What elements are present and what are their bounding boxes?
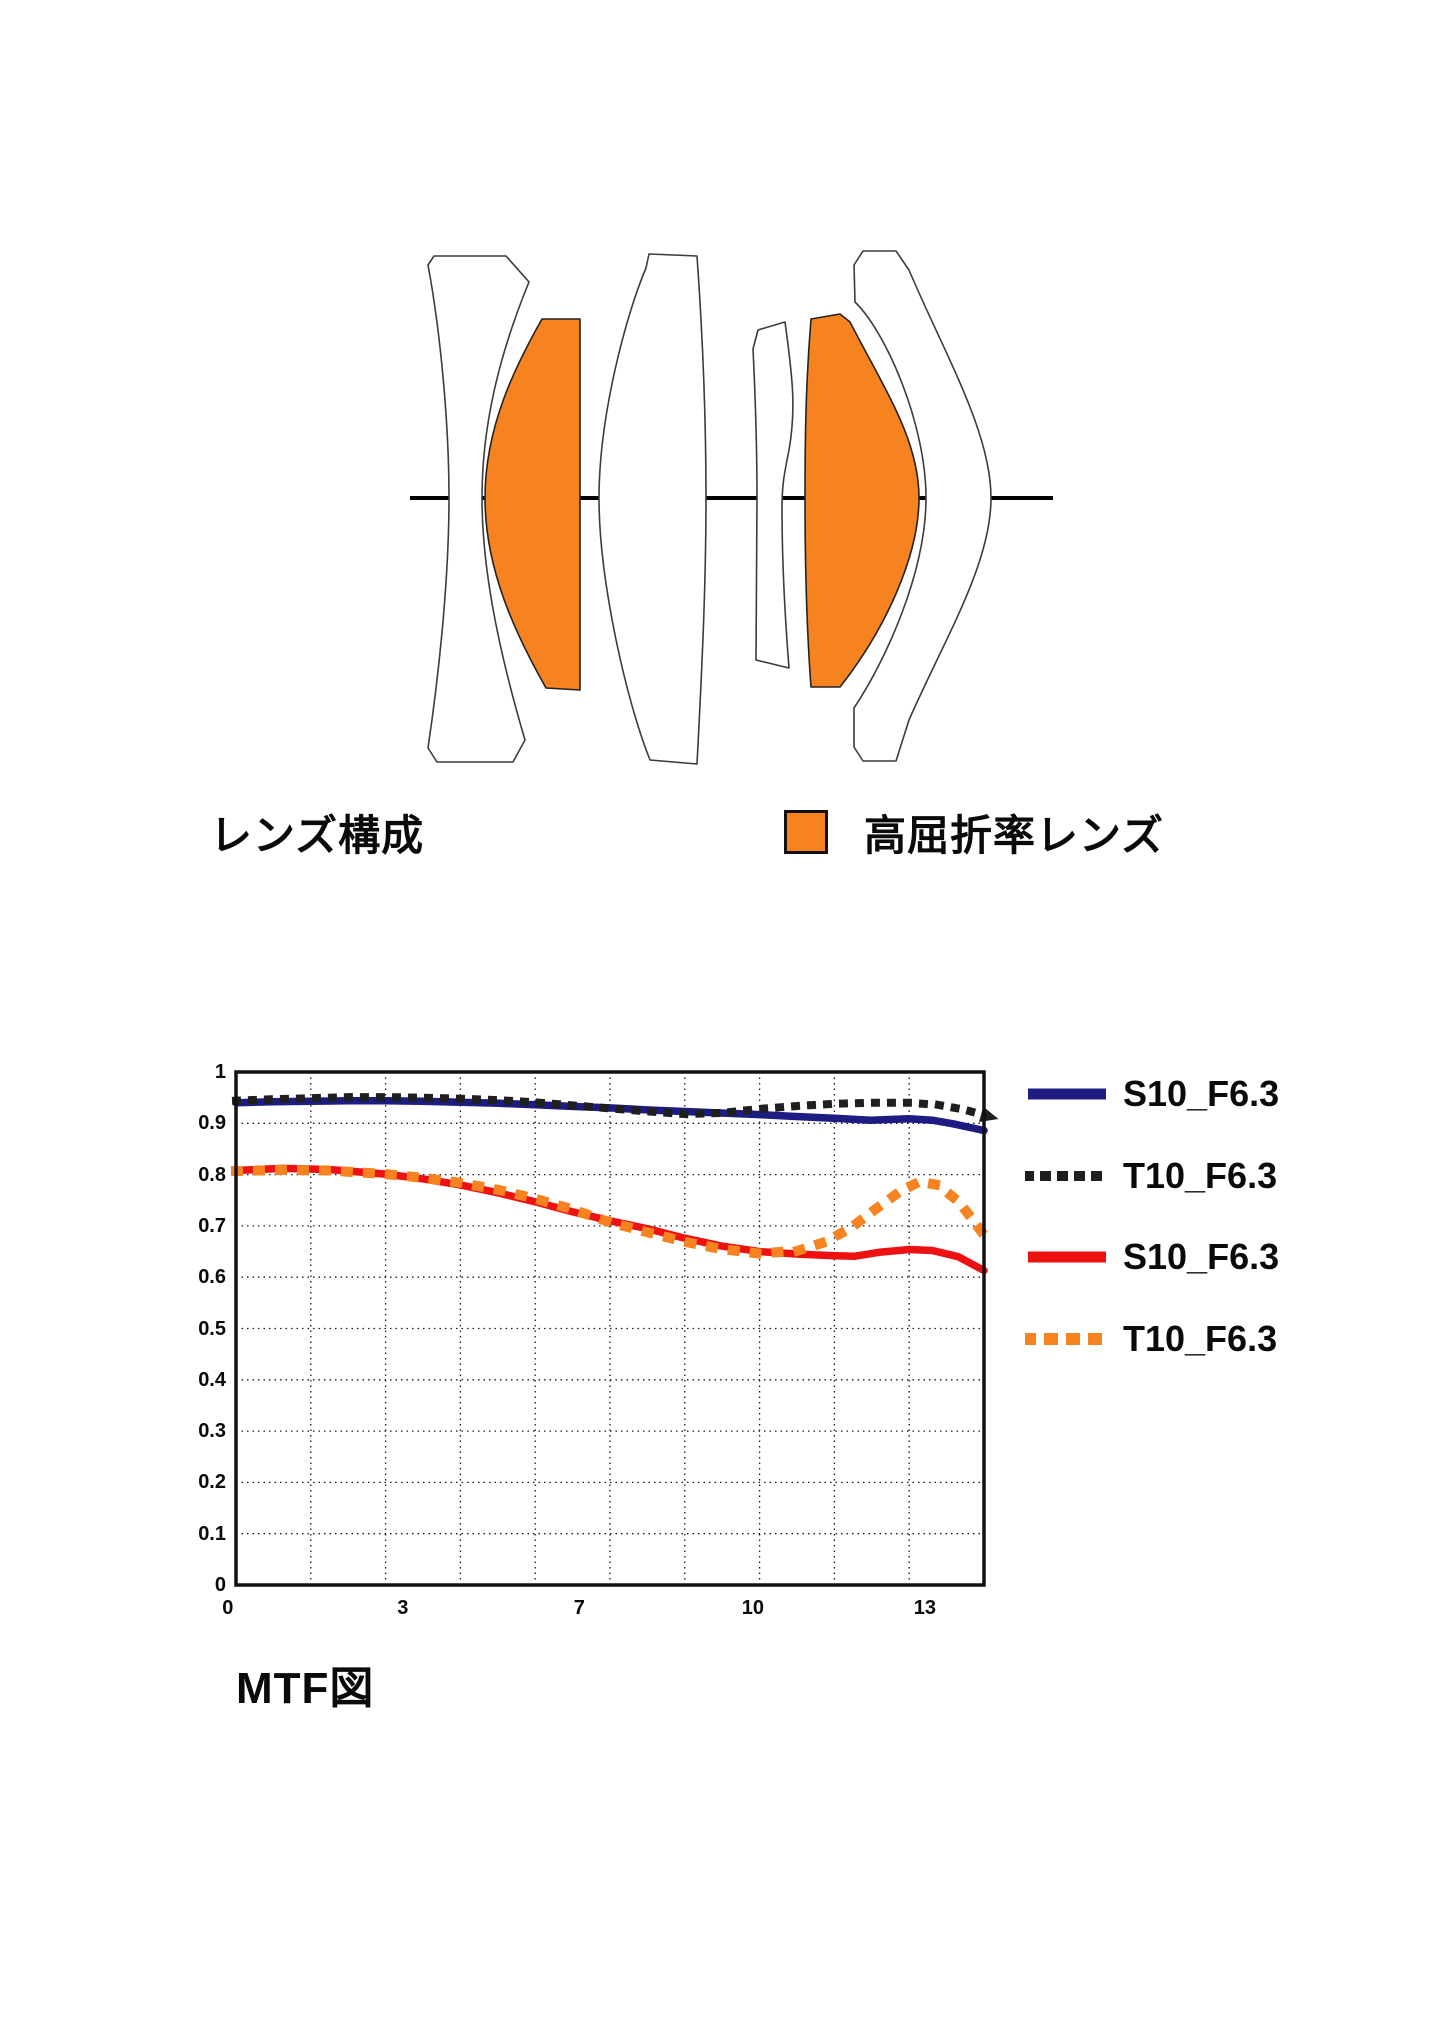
- lens-diagram-svg: [410, 250, 1053, 765]
- legend-item: T10_F6.3: [1025, 1317, 1277, 1361]
- lens-element-3: [598, 253, 707, 765]
- gridlines: [236, 1072, 984, 1585]
- y-tick-label: 0.7: [198, 1214, 226, 1237]
- mtf-plot-area: [230, 1070, 999, 1587]
- x-tick-label: 7: [573, 1597, 585, 1619]
- legend-swatch-line: [1025, 1170, 1109, 1181]
- y-tick-label: 0.3: [198, 1420, 226, 1443]
- plot-frame: [234, 1070, 986, 1587]
- y-tick-label: 0.8: [198, 1163, 226, 1186]
- lens-diagram: [405, 240, 1055, 770]
- mtf-section-title: MTF図: [236, 1664, 375, 1713]
- legend-swatch-line: [1028, 1251, 1106, 1263]
- mtf-chart-legend: S10_F6.3 T10_F6.3 S10_F6.3 T10_F6.3: [1025, 1072, 1425, 1422]
- legend-label: T10_F6.3: [1123, 1317, 1278, 1359]
- legend-item: S10_F6.3: [1025, 1235, 1279, 1279]
- mtf-y-axis-labels: 1 0.9 0.8 0.7 0.6 0.5 0.4 0.3 0.2 0.1 0: [148, 1062, 226, 1595]
- mtf-x-axis-labels: 0 3 7 10 13: [222, 1597, 984, 1628]
- mtf-curve-1: [231, 1093, 989, 1121]
- x-tick-label: 10: [741, 1597, 764, 1619]
- mtf-curve-3: [230, 1165, 991, 1259]
- legend-swatch-line: [1025, 1332, 1109, 1345]
- legend-swatch-line: [1028, 1088, 1106, 1100]
- legend-item: T10_F6.3: [1025, 1154, 1277, 1198]
- lens-section-title: レンズ構成: [210, 812, 425, 859]
- lens-element-4: [752, 321, 794, 669]
- mtf-plot-svg: [230, 1070, 999, 1587]
- lens-element-2-highlighted: [484, 318, 581, 691]
- lens-element-5-highlighted: [804, 313, 920, 688]
- y-tick-label: 0: [214, 1574, 226, 1596]
- legend-label: S10_F6.3: [1123, 1073, 1280, 1114]
- y-tick-label: 0.4: [198, 1368, 226, 1391]
- lens-element-6: [853, 250, 992, 762]
- x-tick-label: 0: [222, 1597, 234, 1619]
- y-tick-label: 0.1: [198, 1522, 226, 1545]
- legend-label: T10_F6.3: [1123, 1154, 1278, 1196]
- y-tick-label: 0.2: [198, 1471, 226, 1494]
- x-tick-label: 13: [913, 1597, 937, 1619]
- y-tick-label: 0.9: [198, 1112, 226, 1135]
- x-tick-label: 3: [397, 1597, 409, 1619]
- legend-item: S10_F6.3: [1025, 1072, 1279, 1116]
- y-tick-label: 0.6: [198, 1266, 226, 1289]
- high-index-legend-swatch: [784, 810, 828, 854]
- y-tick-label: 1: [214, 1061, 226, 1083]
- y-tick-label: 0.5: [198, 1317, 226, 1340]
- legend-label: S10_F6.3: [1123, 1236, 1280, 1277]
- lens-element-1: [427, 255, 530, 763]
- high-index-legend-label: 高屈折率レンズ: [864, 812, 1165, 859]
- curve-end-arrow: [978, 1106, 999, 1123]
